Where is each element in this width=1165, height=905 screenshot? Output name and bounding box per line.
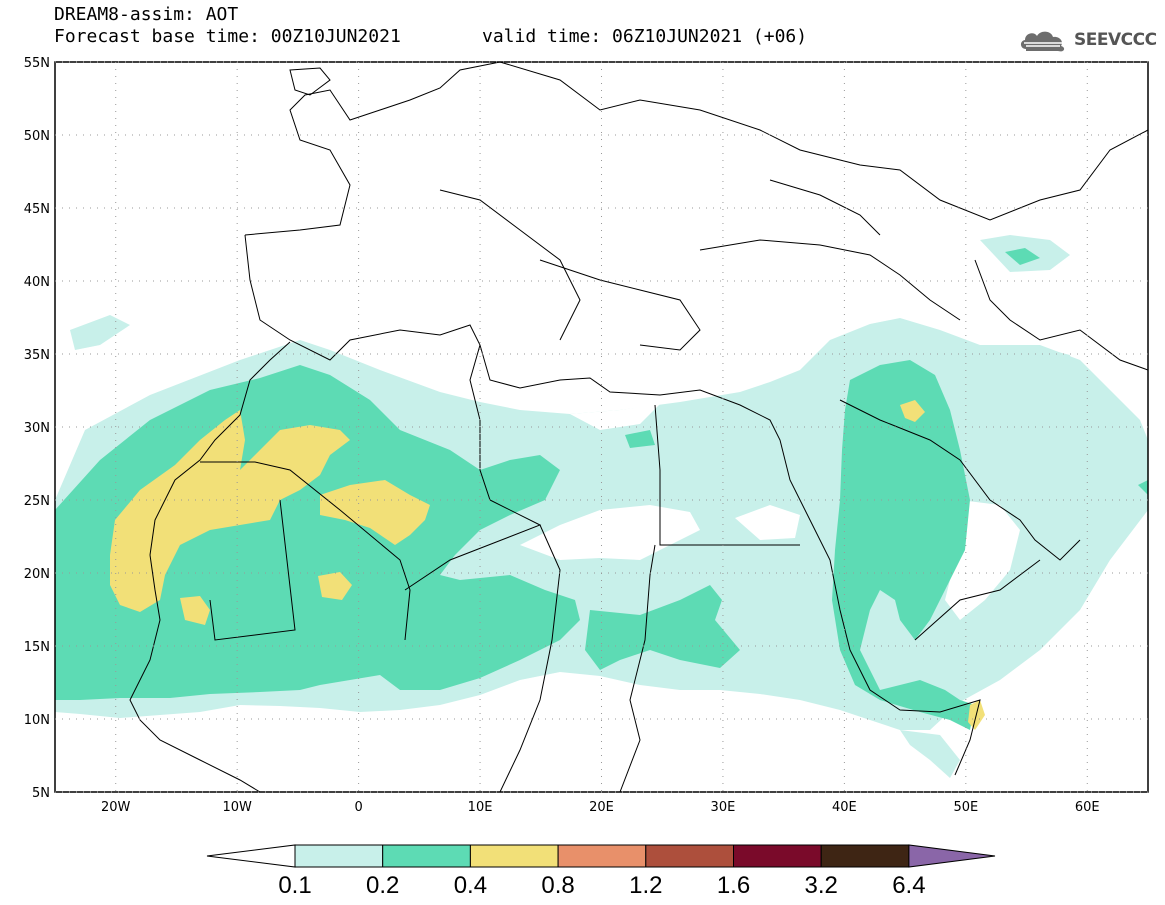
cloud-icon	[1020, 31, 1065, 52]
colorbar-over-triangle	[908, 844, 996, 868]
lat-tick-label: 15N	[24, 640, 50, 655]
lat-tick-label: 10N	[24, 713, 50, 728]
lat-tick-label: 30N	[24, 421, 50, 436]
lon-tick-label: 60E	[1075, 800, 1100, 815]
colorbar-label: 1.2	[629, 872, 662, 899]
lon-tick-label: 40E	[832, 800, 857, 815]
colorbar-label: 3.2	[805, 872, 838, 899]
colorbar-segment	[382, 844, 471, 868]
colorbar-segment	[820, 844, 910, 868]
logo-text: SEEVCCC	[1074, 30, 1157, 50]
aot-shading	[55, 235, 1148, 778]
lon-tick-label: 10E	[468, 800, 493, 815]
colorbar: 0.1 0.2 0.4 0.8 1.2 1.6 3.2 6.4	[206, 844, 996, 899]
lat-tick-label: 25N	[24, 494, 50, 509]
map-title: DREAM8-assim: AOT	[54, 4, 239, 25]
forecast-base-time: Forecast base time: 00Z10JUN2021	[54, 26, 401, 47]
aot-level-0.4	[110, 400, 985, 730]
valid-time: valid time: 06Z10JUN2021 (+06)	[482, 26, 808, 47]
longitude-axis: 20W 10W 0 10E 20E 30E 40E 50E 60E	[101, 62, 1100, 815]
colorbar-segment	[645, 844, 734, 868]
lat-tick-label: 55N	[24, 56, 50, 71]
colorbar-segment	[557, 844, 647, 868]
colorbar-segment	[294, 844, 384, 868]
lat-tick-label: 5N	[32, 786, 50, 801]
colorbar-label: 0.4	[454, 872, 487, 899]
lat-tick-label: 40N	[24, 275, 50, 290]
colorbar-label: 1.6	[717, 872, 750, 899]
colorbar-under-triangle	[206, 844, 296, 868]
lat-tick-label: 50N	[24, 129, 50, 144]
colorbar-label: 6.4	[892, 872, 925, 899]
lat-tick-label: 35N	[24, 348, 50, 363]
lon-tick-label: 30E	[711, 800, 736, 815]
colorbar-label: 0.1	[278, 872, 311, 899]
lon-tick-label: 20E	[589, 800, 614, 815]
colorbar-segment	[733, 844, 822, 868]
lon-tick-label: 50E	[953, 800, 978, 815]
lon-tick-label: 10W	[222, 800, 252, 815]
lat-tick-label: 20N	[24, 567, 50, 582]
seevccc-logo: SEEVCCC	[1018, 26, 1157, 54]
lon-tick-label: 0	[354, 800, 362, 815]
colorbar-label: 0.2	[366, 872, 399, 899]
lat-tick-label: 45N	[24, 202, 50, 217]
colorbar-label: 0.8	[541, 872, 574, 899]
coastlines-and-borders	[129, 62, 1148, 792]
colorbar-segment	[469, 844, 559, 868]
lon-tick-label: 20W	[101, 800, 131, 815]
